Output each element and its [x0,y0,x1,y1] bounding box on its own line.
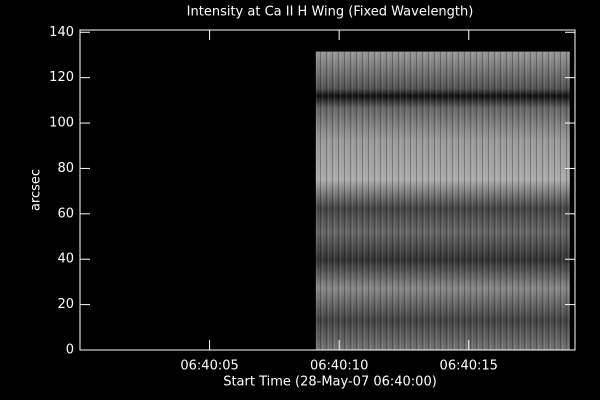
x-tick-label: 06:40:10 [310,359,368,374]
y-tick-label: 20 [57,297,74,312]
x-tick-label: 06:40:05 [180,359,238,374]
y-tick-label: 0 [66,343,74,358]
y-tick-label: 140 [49,25,74,40]
x-axis-label: Start Time (28-May-07 06:40:00) [223,375,437,390]
chart-title: Intensity at Ca II H Wing (Fixed Wavelen… [187,5,474,20]
y-tick-label: 100 [49,116,74,131]
y-axis-label: arcsec [29,169,44,211]
y-tick-label: 60 [57,206,74,221]
x-tick-label: 06:40:15 [440,359,498,374]
y-tick-label: 40 [57,252,74,267]
y-tick-label: 80 [57,161,74,176]
y-tick-label: 120 [49,70,74,85]
intensity-image [315,51,570,351]
plot-frame [79,29,576,351]
